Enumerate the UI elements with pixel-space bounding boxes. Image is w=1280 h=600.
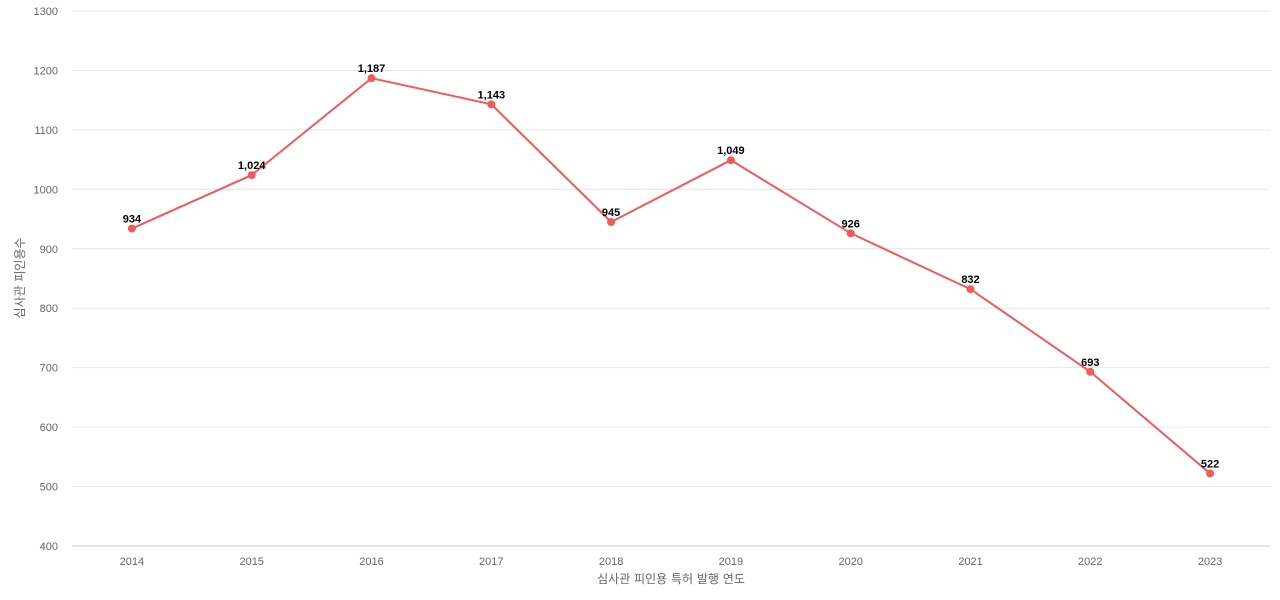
data-label: 1,143 — [478, 89, 506, 101]
y-axis-title: 심사관 피인용수 — [13, 237, 27, 318]
y-tick-label: 800 — [40, 303, 58, 315]
data-point — [726, 156, 735, 165]
series-line — [131, 77, 1211, 475]
data-point — [607, 218, 616, 227]
data-points — [127, 74, 1215, 478]
x-tick-label: 2020 — [838, 556, 862, 568]
data-label: 1,187 — [358, 63, 386, 75]
data-point — [127, 224, 136, 233]
y-tick-label: 600 — [40, 422, 58, 434]
y-tick-label: 900 — [40, 244, 58, 256]
data-point — [966, 285, 975, 294]
y-axis-ticks: 400 500 600 700 800 900 1000 1100 1200 1300 — [34, 6, 58, 553]
y-tick-label: 400 — [40, 541, 58, 553]
data-label: 945 — [602, 207, 620, 219]
y-tick-label: 1000 — [34, 184, 58, 196]
data-label: 934 — [123, 214, 142, 226]
x-tick-label: 2015 — [239, 556, 263, 568]
data-label: 1,024 — [238, 160, 266, 172]
y-tick-label: 1100 — [34, 125, 58, 137]
data-point — [1086, 367, 1095, 376]
x-tick-label: 2018 — [599, 556, 623, 568]
data-label: 693 — [1081, 357, 1099, 369]
gridlines — [72, 10, 1270, 488]
data-point — [846, 229, 855, 238]
data-label: 832 — [961, 274, 979, 286]
data-point — [1206, 469, 1215, 478]
data-label: 1,049 — [717, 145, 745, 157]
data-label: 522 — [1201, 458, 1219, 470]
x-tick-label: 2017 — [479, 556, 503, 568]
data-point — [247, 171, 256, 180]
data-point — [367, 74, 376, 83]
data-point — [487, 100, 496, 109]
x-axis-ticks: 2014 2015 2016 2017 2018 2019 2020 2021 2022 2023 — [120, 556, 1223, 568]
x-axis-title: 심사관 피인용 특허 발행 연도 — [597, 571, 745, 586]
y-tick-label: 500 — [40, 482, 58, 494]
y-tick-label: 1200 — [34, 65, 58, 77]
data-label: 926 — [842, 218, 860, 230]
x-tick-label: 2014 — [120, 556, 144, 568]
data-labels: 934 1,024 1,187 1,143 945 1,049 926 832 693 522 — [123, 63, 1220, 470]
x-tick-label: 2023 — [1198, 556, 1222, 568]
x-tick-label: 2022 — [1078, 556, 1102, 568]
y-tick-label: 700 — [40, 363, 58, 375]
x-tick-label: 2019 — [719, 556, 743, 568]
x-tick-label: 2021 — [958, 556, 982, 568]
x-tick-label: 2016 — [359, 556, 383, 568]
y-tick-label: 1300 — [34, 6, 58, 18]
